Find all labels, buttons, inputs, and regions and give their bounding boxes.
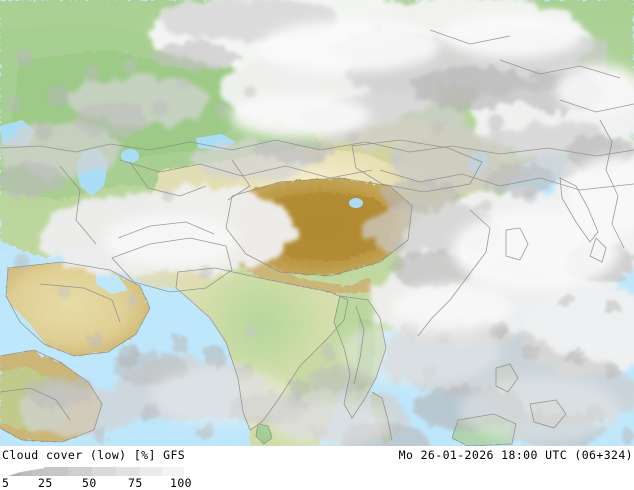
map-canvas[interactable]	[0, 0, 634, 446]
map-footer: Cloud cover (low) [%] GFS Mo 26-01-2026 …	[0, 446, 634, 490]
colorbar-tick-100: 100	[170, 476, 192, 490]
colorbar-tick-5: 5	[2, 476, 10, 490]
colorbar-tick-75: 75	[128, 476, 143, 490]
map-svg	[0, 0, 634, 446]
colorbar-tick-labels: 5 25 50 75 100	[0, 476, 260, 490]
colorbar-swatches	[8, 467, 184, 476]
chart-title: Cloud cover (low) [%] GFS	[2, 448, 186, 462]
colorbar[interactable]: 5 25 50 75 100	[0, 466, 260, 490]
borders-layer	[0, 29, 634, 446]
footer-caption-row: Cloud cover (low) [%] GFS Mo 26-01-2026 …	[0, 448, 634, 464]
colorbar-tick-25: 25	[38, 476, 53, 490]
cloud-cover-layer	[0, 0, 634, 446]
forecast-timestamp: Mo 26-01-2026 18:00 UTC (06+324)	[398, 448, 633, 462]
colorbar-tick-50: 50	[82, 476, 97, 490]
